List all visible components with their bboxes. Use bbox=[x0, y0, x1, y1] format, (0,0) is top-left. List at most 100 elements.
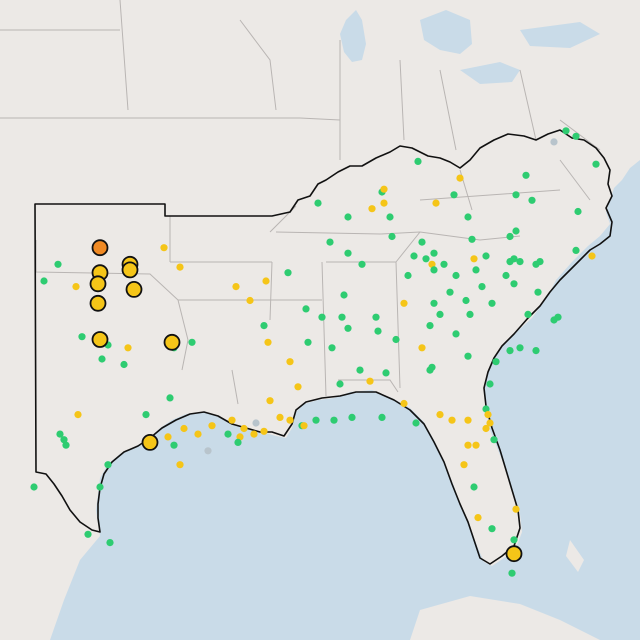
yellow-station-marker[interactable] bbox=[260, 427, 268, 435]
green-station-marker[interactable] bbox=[338, 313, 346, 321]
green-station-marker[interactable] bbox=[510, 255, 518, 263]
green-station-marker[interactable] bbox=[534, 288, 542, 296]
green-station-marker[interactable] bbox=[56, 430, 64, 438]
yellow-station-marker[interactable] bbox=[436, 411, 444, 419]
green-station-marker[interactable] bbox=[422, 255, 430, 263]
green-station-marker[interactable] bbox=[536, 258, 544, 266]
green-station-marker[interactable] bbox=[340, 291, 348, 299]
green-station-marker[interactable] bbox=[430, 299, 438, 307]
yellow-station-marker[interactable] bbox=[400, 299, 408, 307]
green-station-marker[interactable] bbox=[516, 258, 524, 266]
yellow-station-marker[interactable] bbox=[400, 399, 408, 408]
yellow-station-marker[interactable] bbox=[286, 358, 294, 366]
green-station-marker[interactable] bbox=[404, 271, 412, 280]
yellow-station-marker[interactable] bbox=[460, 461, 468, 469]
yellow-station-marker[interactable] bbox=[232, 283, 240, 291]
yellow-station-marker[interactable] bbox=[464, 416, 472, 424]
green-station-marker[interactable] bbox=[260, 322, 268, 330]
green-station-marker[interactable] bbox=[98, 355, 106, 363]
yellow-station-marker[interactable] bbox=[456, 174, 464, 182]
green-station-marker[interactable] bbox=[490, 436, 498, 444]
green-station-marker[interactable] bbox=[166, 394, 174, 402]
yellow-station-marker[interactable] bbox=[124, 344, 132, 352]
yellow-station-marker[interactable] bbox=[470, 255, 478, 263]
green-station-marker[interactable] bbox=[62, 441, 70, 449]
yellow-station-marker[interactable] bbox=[228, 416, 236, 424]
yellow-station-marker[interactable] bbox=[164, 433, 172, 441]
green-station-marker[interactable] bbox=[440, 260, 448, 268]
green-station-marker[interactable] bbox=[388, 232, 396, 241]
yellow-station-marker[interactable] bbox=[428, 260, 436, 268]
green-station-marker[interactable] bbox=[410, 252, 418, 260]
green-station-marker[interactable] bbox=[528, 196, 536, 204]
green-station-marker[interactable] bbox=[450, 191, 458, 199]
green-station-marker[interactable] bbox=[224, 430, 232, 438]
green-station-marker[interactable] bbox=[418, 238, 426, 246]
gray-station-marker[interactable] bbox=[252, 419, 260, 427]
green-station-marker[interactable] bbox=[78, 333, 86, 341]
yellow-station-marker[interactable] bbox=[262, 277, 270, 285]
green-station-marker[interactable] bbox=[464, 213, 472, 221]
yellow-station-marker[interactable] bbox=[380, 199, 388, 207]
yellow-station-marker[interactable] bbox=[472, 441, 480, 449]
green-station-marker[interactable] bbox=[344, 249, 352, 257]
green-station-marker[interactable] bbox=[492, 358, 500, 366]
green-station-marker[interactable] bbox=[468, 235, 476, 243]
green-station-marker[interactable] bbox=[188, 338, 196, 346]
yellow-station-marker[interactable] bbox=[286, 416, 294, 424]
yellow-station-marker[interactable] bbox=[72, 283, 80, 291]
yellow-station-marker[interactable] bbox=[180, 424, 188, 433]
green-station-marker[interactable] bbox=[344, 324, 352, 332]
green-station-marker[interactable] bbox=[470, 483, 478, 491]
green-station-marker[interactable] bbox=[30, 483, 38, 491]
green-station-marker[interactable] bbox=[374, 327, 382, 335]
green-station-marker[interactable] bbox=[426, 366, 434, 374]
yellow-station-marker[interactable] bbox=[482, 424, 490, 433]
yellow-station-marker[interactable] bbox=[176, 461, 184, 469]
green-station-marker[interactable] bbox=[392, 335, 400, 344]
green-station-marker[interactable] bbox=[302, 305, 310, 313]
green-station-marker[interactable] bbox=[532, 347, 540, 355]
large-yellow-station-marker[interactable] bbox=[91, 331, 109, 348]
green-station-marker[interactable] bbox=[562, 127, 570, 135]
yellow-station-marker[interactable] bbox=[294, 383, 302, 391]
yellow-station-marker[interactable] bbox=[266, 397, 274, 405]
green-station-marker[interactable] bbox=[478, 283, 486, 291]
yellow-station-marker[interactable] bbox=[276, 413, 284, 421]
green-station-marker[interactable] bbox=[522, 171, 530, 179]
yellow-station-marker[interactable] bbox=[240, 424, 248, 433]
yellow-station-marker[interactable] bbox=[208, 422, 216, 430]
large-yellow-station-marker[interactable] bbox=[505, 545, 523, 563]
green-station-marker[interactable] bbox=[106, 539, 114, 547]
gray-station-marker[interactable] bbox=[550, 138, 558, 146]
green-station-marker[interactable] bbox=[40, 277, 48, 285]
green-station-marker[interactable] bbox=[452, 271, 460, 280]
yellow-station-marker[interactable] bbox=[464, 441, 472, 449]
green-station-marker[interactable] bbox=[372, 313, 380, 321]
green-station-marker[interactable] bbox=[318, 313, 326, 321]
green-station-marker[interactable] bbox=[482, 405, 490, 413]
yellow-station-marker[interactable] bbox=[380, 185, 388, 193]
yellow-station-marker[interactable] bbox=[484, 411, 492, 419]
green-station-marker[interactable] bbox=[554, 313, 562, 321]
yellow-station-marker[interactable] bbox=[194, 430, 202, 438]
green-station-marker[interactable] bbox=[104, 461, 112, 469]
green-station-marker[interactable] bbox=[414, 157, 422, 165]
green-station-marker[interactable] bbox=[358, 260, 366, 268]
green-station-marker[interactable] bbox=[488, 525, 496, 533]
green-station-marker[interactable] bbox=[572, 132, 580, 140]
large-orange-station-marker[interactable] bbox=[91, 239, 109, 257]
green-station-marker[interactable] bbox=[436, 310, 444, 318]
gray-station-marker[interactable] bbox=[204, 447, 212, 455]
yellow-station-marker[interactable] bbox=[368, 205, 376, 213]
green-station-marker[interactable] bbox=[508, 569, 516, 577]
green-station-marker[interactable] bbox=[284, 269, 292, 277]
green-station-marker[interactable] bbox=[336, 380, 344, 388]
green-station-marker[interactable] bbox=[170, 441, 178, 449]
green-station-marker[interactable] bbox=[466, 310, 474, 318]
green-station-marker[interactable] bbox=[412, 419, 420, 427]
green-station-marker[interactable] bbox=[572, 246, 580, 254]
green-station-marker[interactable] bbox=[304, 338, 312, 346]
green-station-marker[interactable] bbox=[464, 352, 472, 360]
